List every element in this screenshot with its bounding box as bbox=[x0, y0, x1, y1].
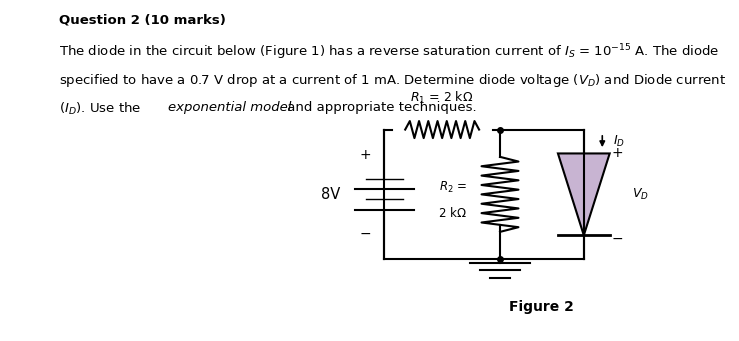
Text: and appropriate techniques.: and appropriate techniques. bbox=[283, 101, 477, 114]
Text: 2 k$\Omega$: 2 k$\Omega$ bbox=[438, 206, 467, 220]
Text: −: − bbox=[360, 226, 372, 241]
Text: ($I_D$). Use the: ($I_D$). Use the bbox=[59, 101, 142, 117]
Polygon shape bbox=[558, 153, 610, 235]
Text: specified to have a 0.7 V drop at a current of 1 mA. Determine diode voltage ($V: specified to have a 0.7 V drop at a curr… bbox=[59, 72, 726, 89]
Text: Figure 2: Figure 2 bbox=[509, 300, 574, 314]
Text: $R_1$ = 2 k$\Omega$: $R_1$ = 2 k$\Omega$ bbox=[410, 90, 474, 106]
Text: $V_D$: $V_D$ bbox=[632, 187, 649, 202]
Text: Question 2 (10 marks): Question 2 (10 marks) bbox=[59, 14, 226, 27]
Text: exponential model: exponential model bbox=[168, 101, 292, 114]
Text: +: + bbox=[360, 148, 372, 162]
Text: −: − bbox=[611, 232, 623, 246]
Text: 8V: 8V bbox=[321, 187, 340, 202]
Text: $I_D$: $I_D$ bbox=[613, 134, 625, 149]
Text: +: + bbox=[611, 146, 623, 161]
Text: The diode in the circuit below (Figure 1) has a reverse saturation current of $I: The diode in the circuit below (Figure 1… bbox=[59, 43, 720, 62]
Text: $R_2$ =: $R_2$ = bbox=[439, 180, 467, 195]
